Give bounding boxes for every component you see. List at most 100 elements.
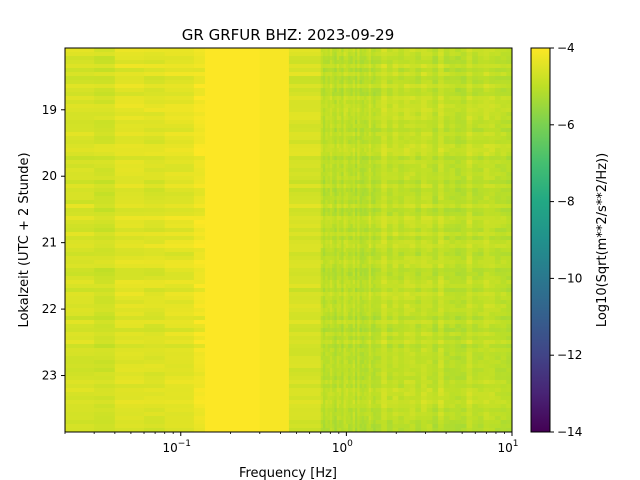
heatmap-cell (426, 368, 434, 373)
heatmap-cell (339, 404, 342, 409)
heatmap-cell (336, 344, 340, 349)
heatmap-cell (421, 108, 428, 113)
heatmap-cell (327, 240, 331, 245)
heatmap-cell (354, 356, 358, 361)
heatmap-cell (350, 208, 354, 213)
heatmap-cell (361, 400, 365, 405)
heatmap-cell (449, 268, 456, 273)
heatmap-cell (438, 264, 445, 269)
heatmap-cell (370, 272, 374, 277)
heatmap-cell (381, 92, 388, 97)
heatmap-cell (325, 172, 329, 177)
heatmap-cell (375, 148, 382, 153)
heatmap-cell (409, 256, 416, 261)
heatmap-cell (370, 408, 374, 413)
heatmap-cell (320, 220, 324, 225)
heatmap-cell (373, 228, 377, 233)
heatmap-cell (334, 404, 338, 409)
heatmap-cell (320, 52, 324, 57)
heatmap-cell (193, 340, 206, 345)
heatmap-cell (332, 184, 336, 189)
heatmap-cell (348, 68, 352, 73)
heatmap-cell (325, 112, 329, 117)
heatmap-cell (361, 364, 365, 369)
heatmap-cell (325, 424, 329, 429)
heatmap-cell (354, 204, 358, 209)
heatmap-cell (443, 264, 451, 269)
heatmap-cell (193, 260, 206, 265)
heatmap-cell (381, 180, 388, 185)
heatmap-cell (336, 376, 340, 381)
heatmap-cell (426, 356, 434, 361)
heatmap-cell (325, 196, 329, 201)
heatmap-cell (352, 168, 356, 173)
heatmap-cell (373, 76, 377, 81)
heatmap-cell (460, 52, 468, 57)
heatmap-cell (345, 400, 349, 405)
heatmap-cell (449, 236, 456, 241)
heatmap-cell (477, 180, 485, 185)
heatmap-cell (259, 268, 290, 273)
heatmap-cell (164, 296, 195, 301)
heatmap-cell (421, 424, 428, 429)
heatmap-cell (364, 372, 367, 377)
heatmap-cell (339, 396, 342, 401)
heatmap-cell (327, 52, 331, 57)
heatmap-cell (288, 340, 322, 345)
heatmap-cell (455, 388, 462, 393)
heatmap-cell (204, 152, 261, 157)
heatmap-cell (352, 312, 356, 317)
heatmap-cell (343, 248, 347, 253)
heatmap-cell (426, 312, 434, 317)
heatmap-cell (114, 360, 145, 365)
heatmap-cell (193, 388, 206, 393)
heatmap-cell (339, 392, 342, 397)
heatmap-cell (421, 64, 428, 69)
heatmap-cell (345, 124, 349, 129)
heatmap-cell (368, 120, 372, 125)
heatmap-cell (357, 424, 361, 429)
heatmap-cell (460, 284, 468, 289)
heatmap-cell (352, 64, 356, 69)
heatmap-cell (323, 60, 326, 65)
heatmap-cell (259, 132, 290, 137)
heatmap-cell (94, 232, 116, 237)
heatmap-cell (370, 112, 374, 117)
heatmap-cell (65, 312, 95, 317)
heatmap-cell (325, 376, 329, 381)
heatmap-cell (455, 304, 462, 309)
heatmap-cell (403, 324, 411, 329)
heatmap-cell (323, 408, 326, 413)
heatmap-cell (375, 332, 382, 337)
heatmap-cell (320, 308, 324, 313)
heatmap-cell (343, 100, 347, 105)
heatmap-cell (392, 392, 399, 397)
heatmap-cell (472, 168, 479, 173)
heatmap-cell (366, 88, 370, 93)
heatmap-cell (386, 124, 394, 129)
heatmap-cell (409, 332, 416, 337)
heatmap-cell (332, 340, 336, 345)
heatmap-cell (325, 280, 329, 285)
heatmap-cell (398, 124, 405, 129)
heatmap-cell (357, 168, 361, 173)
heatmap-cell (477, 424, 485, 429)
heatmap-cell (350, 100, 354, 105)
heatmap-cell (343, 152, 347, 157)
heatmap-cell (375, 172, 382, 177)
heatmap-cell (348, 188, 352, 193)
heatmap-cell (375, 136, 382, 141)
heatmap-cell (366, 52, 370, 57)
heatmap-cell (375, 212, 382, 217)
heatmap-cell (421, 344, 428, 349)
heatmap-cell (460, 112, 468, 117)
heatmap-cell (343, 236, 347, 241)
heatmap-cell (354, 392, 358, 397)
heatmap-cell (164, 164, 195, 169)
heatmap-cell (193, 108, 206, 113)
heatmap-cell (386, 60, 394, 65)
heatmap-cell (327, 152, 331, 157)
heatmap-cell (403, 348, 411, 353)
heatmap-cell (370, 136, 374, 141)
heatmap-cell (114, 280, 145, 285)
